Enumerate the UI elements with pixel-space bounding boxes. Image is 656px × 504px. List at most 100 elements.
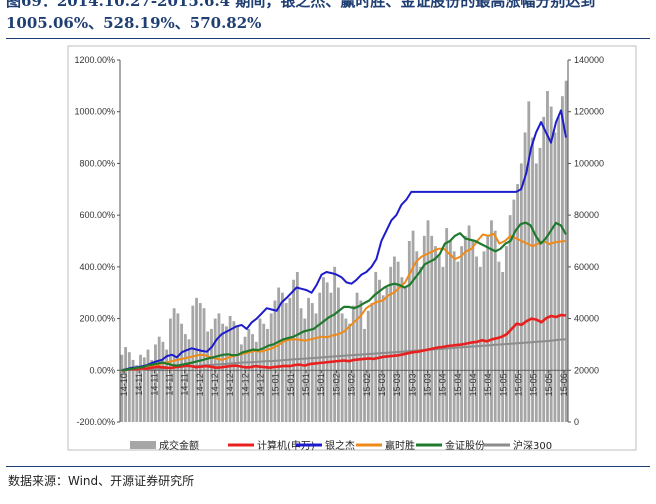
x-tick-label: 15-01 <box>316 373 326 396</box>
volume-bar <box>314 313 318 422</box>
volume-bar <box>560 96 564 422</box>
volume-bar <box>493 230 497 422</box>
right-tick-label: 120000 <box>574 107 604 117</box>
x-tick-label: 14-10 <box>119 373 129 396</box>
volume-bar <box>280 292 284 422</box>
volume-bar <box>120 354 124 422</box>
volume-bar <box>325 282 329 422</box>
volume-bar <box>124 347 128 422</box>
volume-bar <box>385 287 389 422</box>
volume-bar <box>251 334 254 422</box>
volume-bar <box>463 235 467 422</box>
x-tick-label: 15-01 <box>271 373 281 396</box>
volume-bar <box>131 359 135 422</box>
x-tick-label: 15-02 <box>331 373 341 396</box>
x-tick-label: 15-02 <box>347 373 357 396</box>
chart: 1200.00% 1000.00% 800.00% 600.00% 400.00% 200… <box>67 45 637 452</box>
volume-bar <box>277 287 281 422</box>
volume-bar <box>497 261 501 422</box>
legend-label-计算机(申万): 计算机(申万) <box>257 439 315 452</box>
volume-bar <box>378 279 381 422</box>
volume-bar <box>482 251 486 422</box>
volume-bar <box>478 266 482 422</box>
volume-bar <box>292 279 296 422</box>
legend-label-沪深300: 沪深300 <box>513 439 552 452</box>
left-tick-label: 400.00% <box>79 262 115 272</box>
volume-bar <box>445 228 449 422</box>
x-tick-label: 15-02 <box>362 373 372 396</box>
volume-bar <box>419 266 422 422</box>
legend-swatch-成交金额 <box>130 441 156 449</box>
volume-bar <box>284 303 288 422</box>
volume-bar <box>452 251 456 422</box>
volume-bar <box>206 331 210 422</box>
volume-bar <box>475 256 478 422</box>
volume-bar <box>232 321 236 422</box>
volume-bar <box>262 323 266 422</box>
volume-bar <box>546 91 549 423</box>
x-tick-label: 15-06 <box>559 373 569 396</box>
x-tick-label: 15-01 <box>301 373 311 396</box>
x-tick-label: 15-03 <box>377 373 387 396</box>
left-tick-label: -200.00% <box>76 417 115 427</box>
x-tick-label: 15-03 <box>407 373 417 396</box>
volume-bar <box>467 225 471 422</box>
volume-bar <box>236 326 240 422</box>
x-tick-label: 14-12 <box>195 373 205 396</box>
volume-bar <box>266 328 269 422</box>
x-tick-label: 14-11 <box>134 373 144 395</box>
volume-bar <box>434 246 437 422</box>
volume-bar <box>191 305 195 422</box>
chart-frame <box>67 45 637 451</box>
volume-bar <box>448 241 452 422</box>
volume-bar <box>254 341 258 422</box>
right-tick-label: 0 <box>574 417 579 427</box>
volume-bar <box>456 261 460 422</box>
x-tick-label: 15-01 <box>286 373 296 396</box>
left-tick-label: 0.00% <box>89 365 115 375</box>
left-tick-label: 1200.00% <box>74 55 115 65</box>
volume-bar <box>490 220 493 422</box>
volume-bar <box>142 357 146 422</box>
volume-bar <box>366 310 370 422</box>
x-tick-label: 15-04 <box>468 373 478 396</box>
volume-bar <box>426 220 430 422</box>
x-tick-label: 15-05 <box>498 373 508 396</box>
volume-bar <box>165 349 169 422</box>
x-tick-label: 14-12 <box>256 373 266 396</box>
x-tick-label: 15-03 <box>392 373 402 396</box>
volume-bar <box>363 328 366 422</box>
x-tick-label: 15-04 <box>483 373 493 396</box>
volume-bar <box>295 272 299 422</box>
volume-bar <box>239 344 243 422</box>
right-tick-label: 80000 <box>574 210 599 220</box>
legend-label-金证股份: 金证股份 <box>445 439 485 452</box>
legend-label-赢时胜: 赢时胜 <box>385 439 415 452</box>
volume-bar <box>351 305 355 422</box>
volume-bar <box>389 266 393 422</box>
x-tick-label: 15-04 <box>453 373 463 396</box>
volume-bar <box>221 323 225 422</box>
x-tick-label: 14-11 <box>165 373 175 395</box>
volume-bar <box>549 106 553 423</box>
legend-label-成交金额: 成交金额 <box>159 439 199 452</box>
volume-bar <box>538 147 542 422</box>
volume-bar <box>355 292 359 422</box>
volume-bar <box>307 297 310 422</box>
volume-bar <box>557 116 561 422</box>
volume-bar <box>135 365 139 422</box>
volume-bar <box>322 277 325 422</box>
volume-bar <box>224 326 228 422</box>
volume-bar <box>183 334 187 422</box>
volume-bar <box>501 272 505 422</box>
x-tick-label: 15-05 <box>513 373 523 396</box>
x-tick-label: 14-12 <box>225 373 235 396</box>
volume-bar <box>508 215 512 422</box>
volume-bar <box>411 230 415 422</box>
volume-bar <box>460 246 464 422</box>
volume-bar <box>161 341 165 422</box>
volume-bar <box>247 328 251 422</box>
left-tick-label: 600.00% <box>79 210 115 220</box>
right-tick-label: 60000 <box>574 262 599 272</box>
volume-bar <box>415 251 419 422</box>
